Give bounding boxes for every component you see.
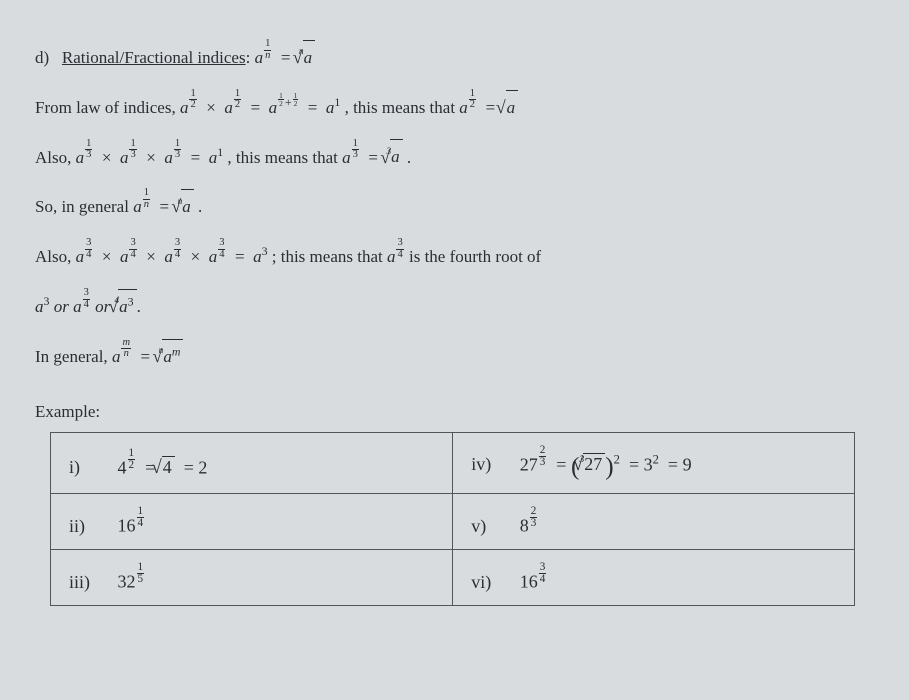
line6-nthroot: am — [162, 339, 183, 374]
explain-line-2: Also, a13 × a13 × a13 = a1 , this means … — [35, 139, 874, 175]
example-cell-vi: vi) 1634 — [453, 549, 855, 605]
line1-prefix: From law of indices, — [35, 98, 180, 117]
example-cell-i: i) 412 = 4 = 2 — [51, 432, 453, 494]
example-cell-v: v) 823 — [453, 494, 855, 550]
section-heading: d) Rational/Fractional indices: a1n = na — [35, 39, 874, 75]
example-cell-ii: ii) 1614 — [51, 494, 453, 550]
line2-cuberoot: a — [390, 139, 403, 174]
heading-title: Rational/Fractional indices — [62, 48, 246, 67]
table-row: ii) 1614 v) 823 — [51, 494, 855, 550]
heading-letter: d) — [35, 48, 49, 67]
example-cell-iii: iii) 3215 — [51, 549, 453, 605]
explain-line-4: Also, a34 × a34 × a34 × a34 = a3 ; this … — [35, 238, 874, 274]
def-rhs-root: a — [303, 40, 316, 75]
line3-prefix: So, in general — [35, 197, 133, 216]
line4-prefix: Also, — [35, 247, 76, 266]
example-heading: Example: — [35, 402, 874, 422]
example-cell-iv: iv) 2723 = (327)2 = 32 = 9 — [453, 432, 855, 494]
explain-line-5: a3 or a34 or 4a3. — [35, 288, 874, 324]
line2-mid: , this means that — [227, 147, 342, 166]
table-row: i) 412 = 4 = 2 iv) 2723 = (327)2 = 32 = … — [51, 432, 855, 494]
line3-nthroot: a — [181, 189, 194, 224]
table-row: iii) 3215 vi) 1634 — [51, 549, 855, 605]
explain-line-3: So, in general a1n = na . — [35, 188, 874, 224]
line2-prefix: Also, — [35, 147, 76, 166]
explain-line-6: In general, amn = nam — [35, 338, 874, 374]
def-lhs-base: a — [255, 48, 264, 67]
example-table: i) 412 = 4 = 2 iv) 2723 = (327)2 = 32 = … — [50, 432, 855, 606]
line1-sqrt: a — [506, 90, 519, 125]
line1-mid: , this means that — [345, 98, 460, 117]
line6-prefix: In general, — [35, 347, 112, 366]
explain-line-1: From law of indices, a12 × a12 = a12+12 … — [35, 89, 874, 125]
line5-4throot: a3 — [118, 289, 136, 324]
line4-tail: is the fourth root of — [409, 247, 541, 266]
def-lhs-exp: 1n — [264, 39, 271, 61]
line4-mid: ; this means that — [272, 247, 387, 266]
